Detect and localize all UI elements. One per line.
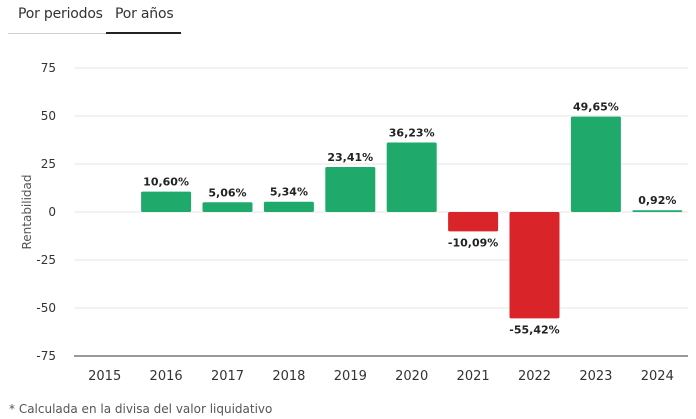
y-tick-label: -50 bbox=[36, 301, 56, 315]
data-label-2023: 49,65% bbox=[573, 101, 619, 114]
bar-2020 bbox=[386, 142, 437, 212]
footnote: * Calculada en la divisa del valor liqui… bbox=[9, 402, 273, 416]
bar-2017 bbox=[202, 202, 253, 212]
data-label-2018: 5,34% bbox=[270, 186, 308, 199]
x-tick-label: 2022 bbox=[518, 369, 551, 384]
bar-2022 bbox=[509, 212, 560, 319]
bar-2018 bbox=[263, 201, 314, 212]
x-tick-label: 2016 bbox=[150, 369, 183, 384]
y-tick-label: 75 bbox=[41, 61, 56, 75]
bar-2024 bbox=[632, 210, 683, 212]
active-tab-indicator bbox=[106, 32, 181, 34]
y-tick-label: 50 bbox=[41, 109, 56, 123]
tab-por-anos[interactable]: Por años bbox=[115, 6, 174, 22]
data-label-2016: 10,60% bbox=[143, 176, 189, 189]
data-label-2022: -55,42% bbox=[509, 323, 559, 336]
data-label-2021: -10,09% bbox=[448, 236, 498, 249]
y-tick-label: 0 bbox=[48, 205, 56, 219]
x-tick-label: 2015 bbox=[88, 369, 121, 384]
y-tick-label: 25 bbox=[41, 157, 56, 171]
tab-bar: Por periodos Por años bbox=[8, 0, 184, 34]
tab-por-periodos[interactable]: Por periodos bbox=[18, 6, 103, 22]
x-tick-label: 2021 bbox=[457, 369, 490, 384]
tab-underline bbox=[8, 33, 106, 34]
x-tick-label: 2018 bbox=[272, 369, 305, 384]
x-tick-label: 2020 bbox=[395, 369, 428, 384]
data-label-2020: 36,23% bbox=[389, 126, 435, 139]
data-label-2017: 5,06% bbox=[208, 186, 246, 199]
data-label-2024: 0,92% bbox=[638, 194, 676, 207]
bar-2023 bbox=[570, 116, 621, 212]
bar-2016 bbox=[141, 191, 192, 212]
y-tick-label: -75 bbox=[36, 349, 56, 363]
x-tick-label: 2017 bbox=[211, 369, 244, 384]
x-tick-label: 2023 bbox=[579, 369, 612, 384]
bar-2019 bbox=[325, 167, 376, 212]
y-tick-label: -25 bbox=[36, 253, 56, 267]
data-label-2019: 23,41% bbox=[327, 151, 373, 164]
bar-2021 bbox=[448, 212, 499, 232]
annual-returns-chart: 75 50 25 0 -25 -50 -75 Rentabilidad 2015 10,60% 20… bbox=[20, 61, 688, 384]
y-axis-label: Rentabilidad bbox=[20, 174, 34, 249]
x-tick-label: 2019 bbox=[334, 369, 367, 384]
x-tick-label: 2024 bbox=[641, 369, 674, 384]
